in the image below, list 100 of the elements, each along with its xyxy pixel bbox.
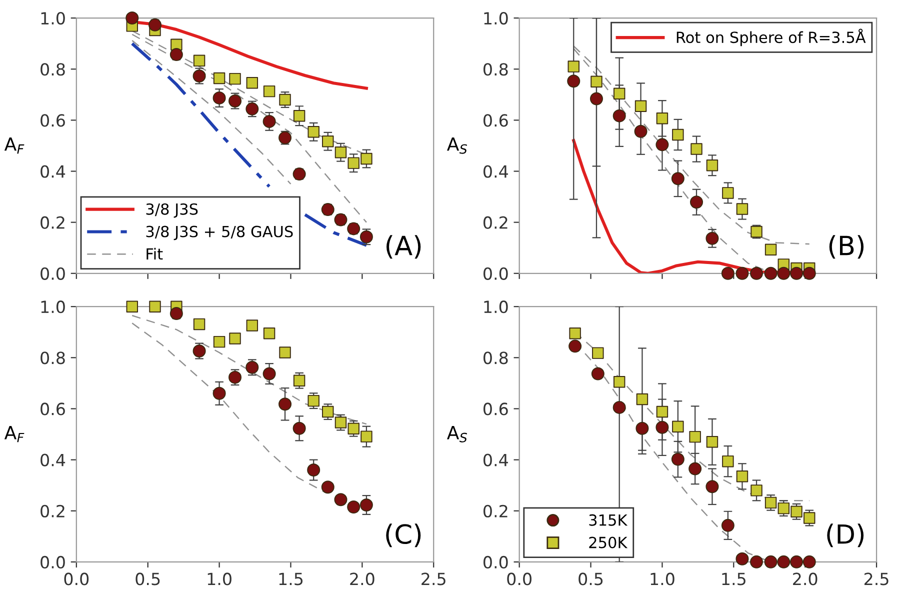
x-tick-label: 1.5 [279,572,303,586]
legend-label: 3/8 J3S + 5/8 GAUS [146,226,293,240]
point [764,266,778,280]
point [307,464,320,477]
point [212,91,226,104]
legend-label: 3/8 J3S [146,203,198,218]
y-tick-label: 0.2 [484,504,508,518]
x-tick-label: 0.5 [136,572,160,586]
point [348,422,360,435]
y-tick-label: 1.0 [41,12,65,25]
point [293,110,306,122]
point [279,346,291,358]
point [736,266,749,280]
point [229,72,241,85]
y-axis-title: A$_{S}$ [446,426,467,442]
y-tick-label: 0.6 [40,402,65,416]
point [348,157,360,169]
x-tick-label: 1.5 [722,572,746,586]
point [213,336,226,348]
point [193,54,206,67]
x-tick-label: 0.5 [578,572,603,586]
point [262,114,276,128]
point [613,88,626,100]
y-tick-label: 0.2 [40,216,64,229]
point [777,266,790,280]
y-tick-label: 0.6 [484,402,508,416]
point [590,92,603,106]
point [790,506,802,518]
point [149,300,161,312]
y-tick-label: 0.4 [484,454,508,466]
point [612,109,626,122]
point [802,266,816,280]
point [568,340,582,353]
point [764,496,777,509]
y-tick-label: 0.6 [484,114,508,127]
point [126,300,138,312]
point [170,48,183,62]
point [706,232,719,245]
point [790,266,804,280]
point [569,328,581,340]
point [568,60,580,72]
x-tick-label: 2.0 [793,572,818,586]
x-tick-label: 1.0 [650,572,674,586]
annotation: (B) [829,235,864,259]
y-tick-label: 0.0 [40,267,65,280]
point [334,416,347,428]
y-tick-label: 0.8 [484,352,508,364]
y-tick-label: 1.0 [484,12,508,25]
y-tick-label: 0.0 [40,556,65,569]
point [736,203,748,215]
annotation: (A) [386,235,421,259]
point [636,393,648,406]
point [263,85,276,98]
point [750,266,764,280]
point [322,136,334,148]
point [148,18,162,32]
point [706,436,718,448]
x-tick-label: 0.0 [64,572,89,586]
point [736,552,749,566]
point [721,266,734,280]
point [308,394,320,407]
y-tick-label: 0.0 [484,556,508,569]
y-axis-title: A$_{F}$ [4,138,24,154]
point [804,512,816,524]
point [688,462,702,476]
y-tick-label: 1.0 [41,300,65,314]
point [736,470,748,482]
point [790,555,804,568]
point [246,77,258,89]
point [721,518,734,532]
point [672,128,684,141]
annotation: (D) [827,524,864,548]
point [229,332,241,344]
y-tick-label: 0.4 [40,165,66,178]
point [321,480,334,494]
legend-label: Rot on Sphere of R=3.5Å [676,28,866,46]
point [213,72,226,84]
point [334,146,347,158]
legend-label: 315K [589,514,628,526]
point [689,430,701,443]
point [263,328,276,340]
y-tick-label: 0.2 [484,216,508,229]
point [690,196,703,209]
point [656,420,669,434]
point [612,400,626,414]
point [591,367,604,380]
point [634,124,648,138]
point [347,500,360,514]
point [636,422,649,435]
point [592,347,604,359]
point [656,112,668,124]
y-axis-title: A$_{F}$ [4,426,24,442]
point [778,502,790,514]
y-tick-label: 0.0 [484,267,508,280]
point [750,484,762,496]
point [764,555,778,568]
x-tick-label: 0.0 [507,572,532,586]
point [722,187,734,199]
point [690,143,702,155]
point [308,126,320,138]
